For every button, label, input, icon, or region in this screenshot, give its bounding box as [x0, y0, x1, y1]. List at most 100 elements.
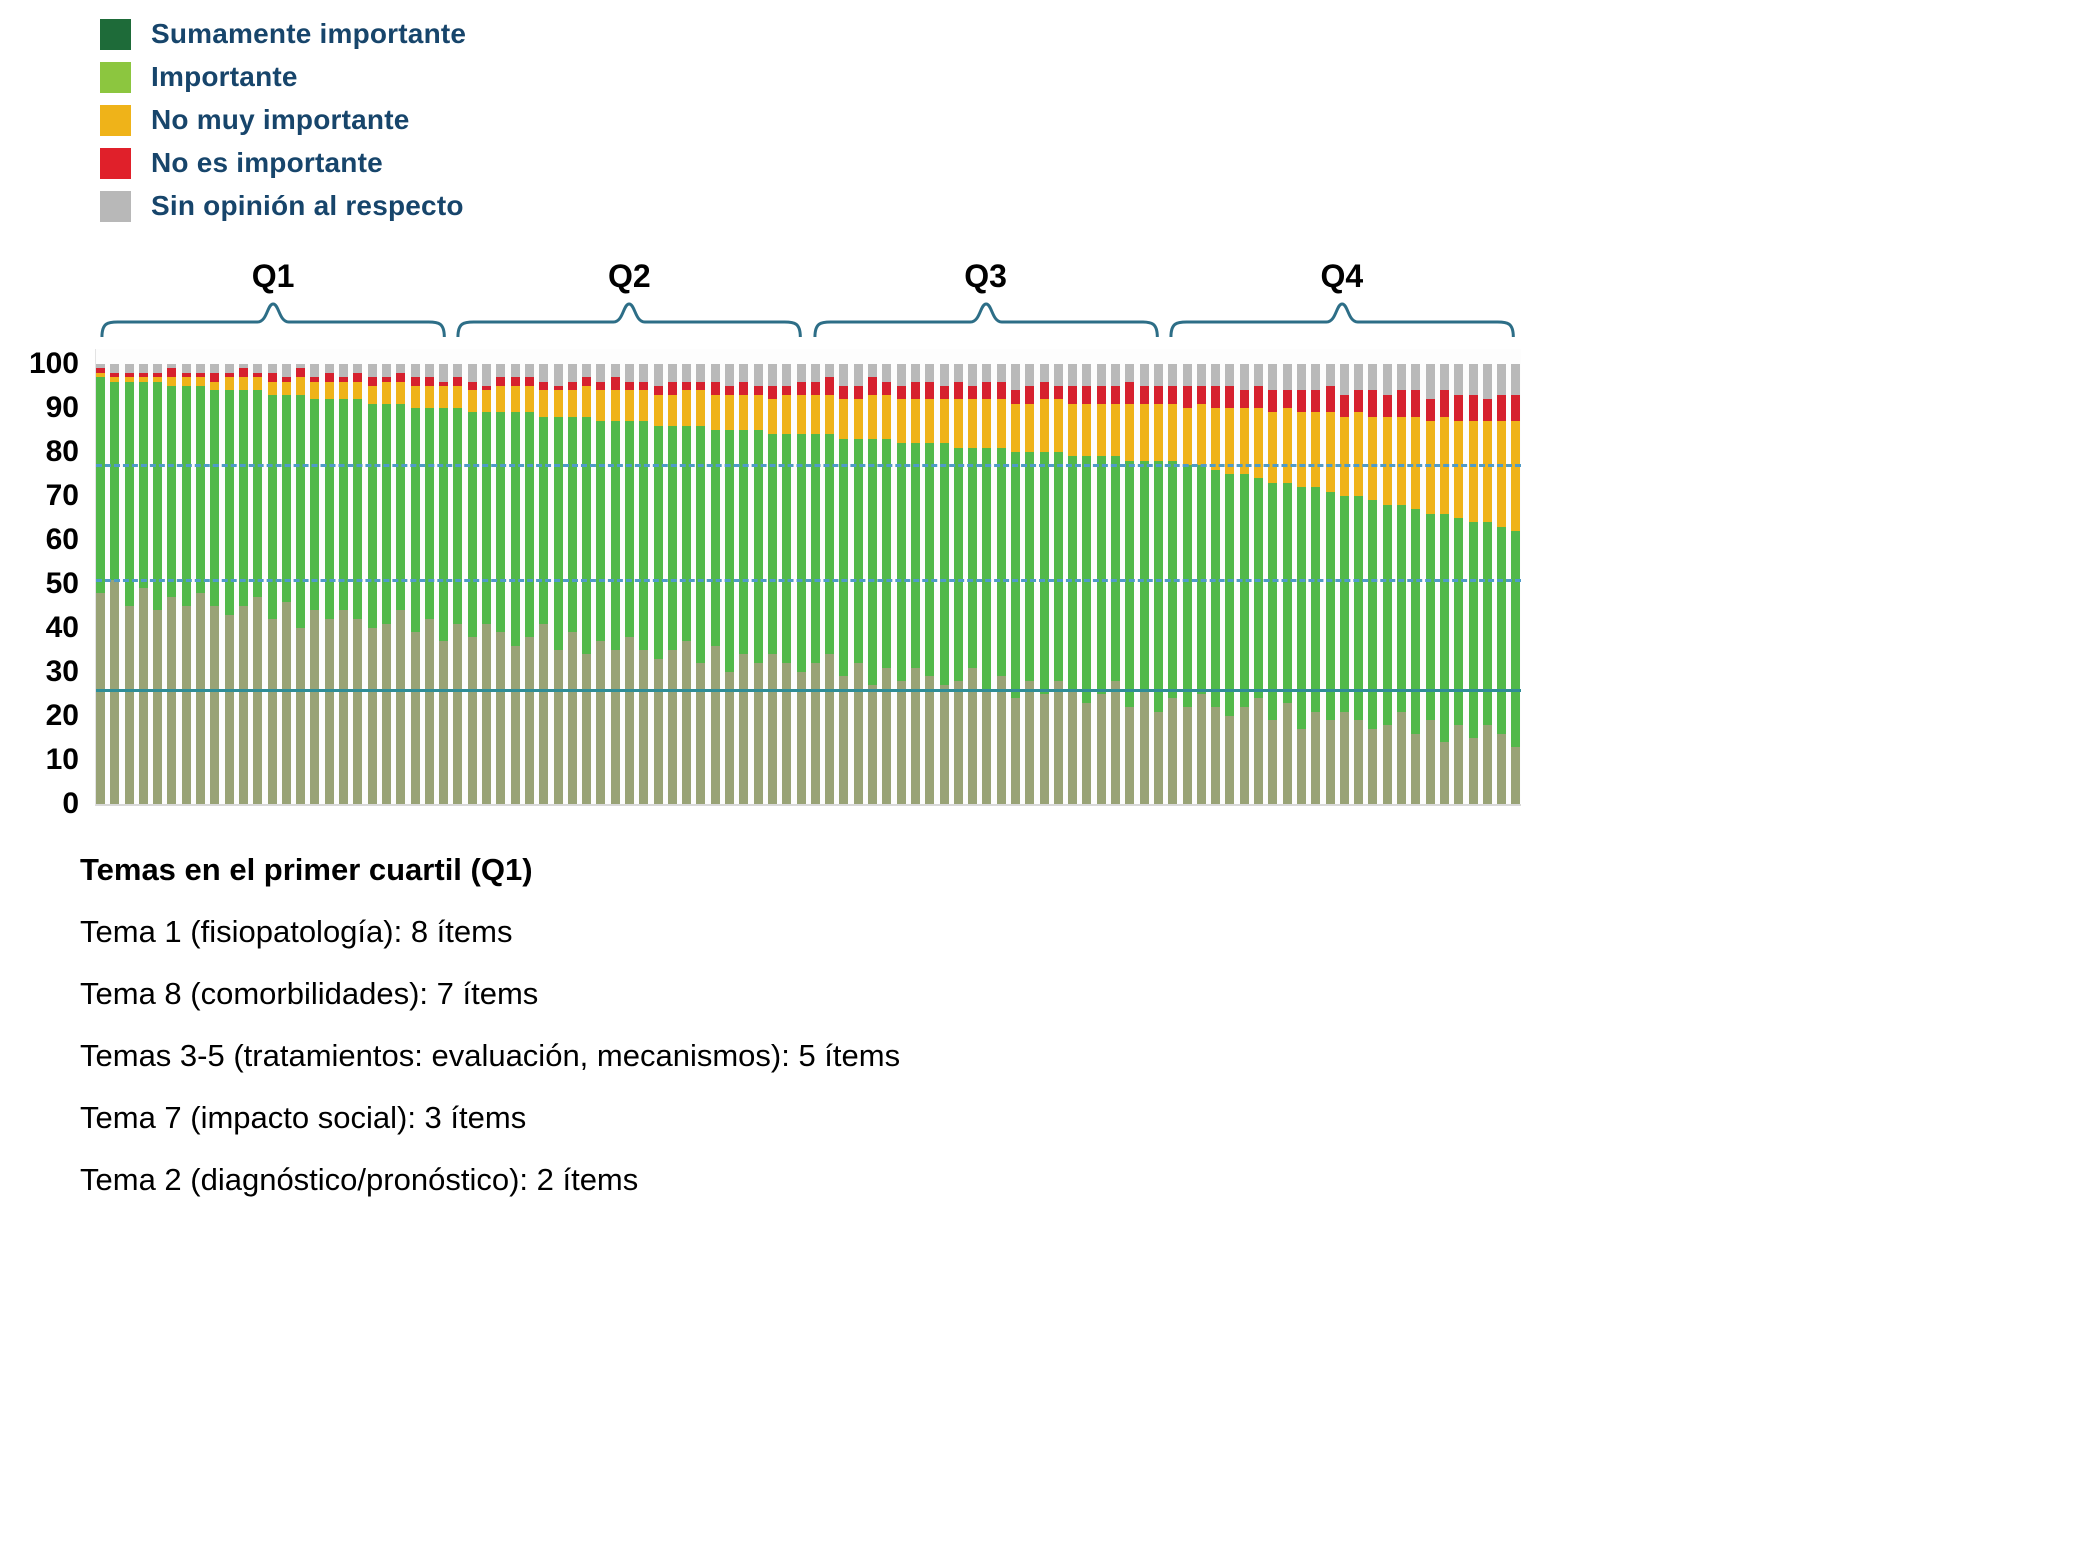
bar-segment: [1011, 403, 1020, 453]
bar-segment: [353, 372, 363, 382]
bar-segment: [1068, 456, 1078, 690]
bar-segment: [496, 386, 506, 413]
bar-segment: [553, 390, 563, 417]
bar-segment: [596, 364, 606, 382]
bar-segment: [1511, 364, 1521, 395]
bar-segment: [968, 399, 978, 448]
bar-segment: [367, 403, 377, 628]
bar-segment: [1468, 394, 1478, 422]
bar-segment: [439, 386, 449, 409]
bar-segment: [567, 390, 577, 417]
bar-segment: [910, 667, 920, 804]
stacked-bar: [396, 364, 406, 804]
bar-segment: [424, 408, 434, 620]
bar-segment: [210, 381, 220, 391]
bar-segment: [138, 372, 148, 378]
bar-segment: [1411, 733, 1421, 804]
bar-segment: [567, 381, 577, 391]
stacked-bar: [868, 364, 878, 804]
bar-segment: [1153, 460, 1163, 712]
bar-segment: [968, 386, 978, 400]
bar-segment: [381, 381, 391, 404]
bar-segment: [868, 394, 878, 439]
bar-segment: [1211, 408, 1221, 470]
bar-segment: [1454, 421, 1464, 519]
stacked-bar: [553, 364, 563, 804]
bar-segment: [853, 663, 863, 804]
bar-segment: [196, 386, 206, 593]
bar-segment: [653, 386, 663, 395]
bar-segment: [739, 654, 749, 804]
stacked-bar: [582, 364, 592, 804]
bar-segment: [567, 416, 577, 633]
stacked-bar: [767, 364, 777, 804]
bar-segment: [1225, 364, 1235, 386]
bar-segment: [996, 447, 1006, 677]
bar-segment: [1125, 403, 1135, 461]
stacked-bar: [1039, 364, 1049, 804]
bar-segment: [310, 377, 320, 382]
bar-segment: [582, 654, 592, 804]
bar-segment: [839, 364, 849, 387]
bar-segment: [1168, 364, 1178, 387]
stacked-bar: [439, 364, 449, 804]
bar-segment: [1311, 364, 1321, 391]
bar-segment: [767, 399, 777, 435]
bar-segment: [868, 685, 878, 804]
bar-segment: [1296, 390, 1306, 413]
bar-segment: [1011, 452, 1020, 699]
bar-segment: [1082, 702, 1092, 804]
stacked-bar: [1354, 364, 1364, 804]
bar-segment: [153, 381, 163, 611]
bar-segment: [910, 381, 920, 400]
bar-segment: [1153, 364, 1163, 387]
stacked-bar: [653, 364, 663, 804]
bar-segment: [167, 368, 177, 378]
bar-segment: [1511, 746, 1521, 804]
bar-segment: [310, 364, 320, 378]
bar-segment: [1139, 689, 1149, 804]
quartile-bracket: Q2: [451, 258, 807, 339]
bar-segment: [725, 672, 735, 804]
bar-segment: [110, 364, 120, 373]
plot-area: [95, 349, 1521, 806]
bar-segment: [339, 381, 349, 400]
bar-segment: [925, 399, 935, 444]
bar-segment: [524, 377, 534, 387]
solid-reference-line: [96, 688, 1521, 692]
bar-segment: [610, 650, 620, 804]
quartile-bracket: Q4: [1164, 258, 1520, 339]
bar-segment: [510, 364, 520, 378]
bar-segment: [939, 364, 949, 387]
bar-segment: [1039, 399, 1049, 452]
bar-segment: [553, 386, 563, 391]
bar-segment: [1039, 364, 1049, 382]
bar-segment: [753, 430, 763, 664]
bar-segment: [1196, 403, 1206, 466]
y-axis-tick-label: 80: [45, 435, 79, 468]
stacked-bar: [1153, 364, 1163, 804]
bar-segment: [968, 667, 978, 804]
stacked-bar: [910, 364, 920, 804]
stacked-bar: [296, 364, 306, 804]
bar-segment: [1397, 390, 1407, 417]
bar-segment: [410, 377, 420, 387]
bar-segment: [381, 403, 391, 624]
bar-segment: [1454, 364, 1464, 395]
y-axis-tick-label: 20: [45, 699, 79, 732]
bar-segment: [224, 614, 234, 804]
bar-segment: [939, 386, 949, 400]
bar-segment: [1039, 694, 1049, 804]
bar-segment: [1282, 390, 1292, 409]
stacked-bar: [496, 364, 506, 804]
bar-segment: [1096, 456, 1106, 694]
bar-segment: [1411, 416, 1421, 510]
stacked-bar: [567, 364, 577, 804]
stacked-bar: [1282, 364, 1292, 804]
bar-segment: [1425, 364, 1435, 400]
stacked-bar: [925, 364, 935, 804]
stacked-bar: [110, 364, 120, 804]
bar-segment: [296, 364, 306, 369]
bar-segment: [553, 416, 563, 650]
bar-segment: [310, 610, 320, 804]
